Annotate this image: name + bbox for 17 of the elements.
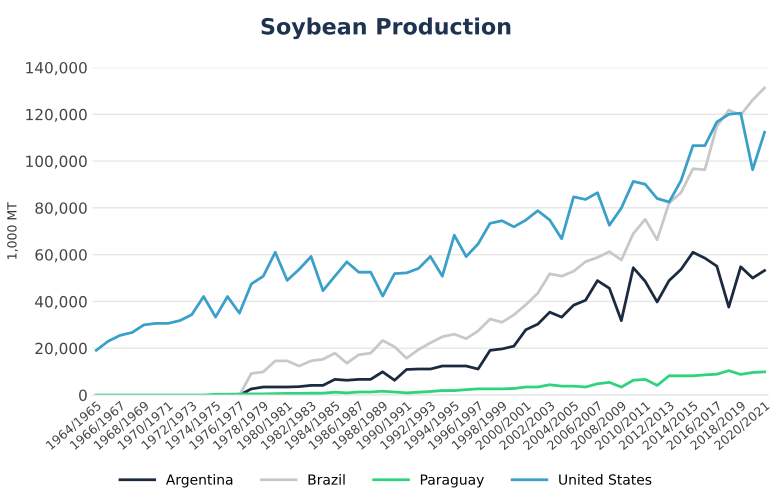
y-tick-label: 40,000 — [35, 296, 87, 310]
y-tick-label: 120,000 — [26, 108, 87, 122]
legend-label: Argentina — [166, 474, 232, 488]
y-tick-label: 100,000 — [26, 156, 87, 169]
y-tick-label: 20,000 — [35, 342, 87, 356]
line-series — [238, 86, 766, 395]
y-tick-label: 0 — [79, 389, 87, 402]
line-series — [94, 112, 766, 352]
line-series — [94, 369, 766, 395]
y-axis-title: 1,000 MT — [7, 202, 18, 259]
y-tick-label: 140,000 — [26, 62, 87, 76]
y-tick-label: 80,000 — [35, 202, 87, 216]
legend-label: United States — [559, 474, 652, 485]
legend-label: Brazil — [308, 474, 345, 485]
legend-label: Paraguay — [420, 474, 484, 488]
chart-title: Soybean Production — [262, 18, 510, 40]
y-tick-label: 60,000 — [35, 249, 87, 262]
